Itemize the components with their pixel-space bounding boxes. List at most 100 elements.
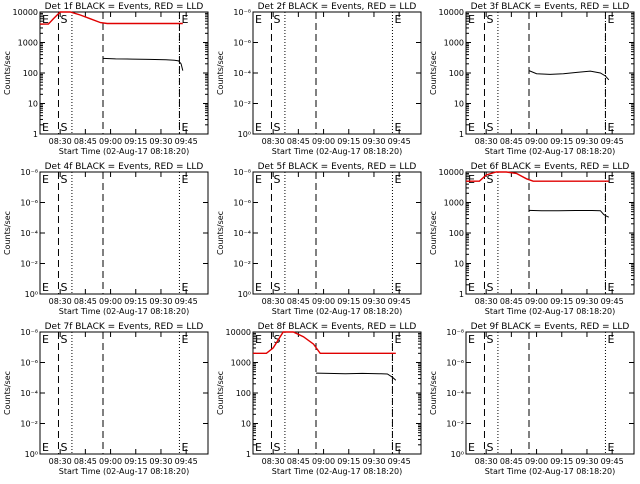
marker-s-bottom: S [486,281,493,294]
plot-title: Det 4f BLACK = Events, RED = LLD [45,162,204,172]
y-tick-label: 10⁻⁸ [233,168,251,177]
plot-det-8f: Det 8f BLACK = Events, RED = LLD 1 10 100 10… [216,322,422,476]
series-line-lld [466,171,609,182]
marker-s-bottom: S [60,441,67,454]
y-tick-label: 10000 [226,328,251,337]
x-tick-label: 09:30 [149,297,172,306]
marker-e-bottom: E [255,441,262,454]
y-tick-label: 10⁰ [25,290,38,299]
marker-s-top: S [60,333,67,346]
y-tick-label: 10⁻⁶ [446,359,464,368]
y-tick-label: 10⁰ [25,450,38,459]
plot-title: Det 2f BLACK = Events, RED = LLD [258,2,417,12]
plot-frame [39,331,209,455]
x-tick-label: 09:15 [337,297,360,306]
plot-title: Det 3f BLACK = Events, RED = LLD [471,2,630,12]
y-tick-label: 10⁰ [451,450,464,459]
x-tick-label: 08:30 [262,137,285,146]
x-tick-label: 09:00 [525,457,548,466]
plot-title: Det 8f BLACK = Events, RED = LLD [258,322,417,332]
marker-e-top: E [255,333,262,346]
y-tick-label: 1000 [18,39,38,48]
marker-s-top: S [273,333,280,346]
marker-e-bottom: E [42,121,49,134]
y-axis-label: Counts/sec [216,371,225,415]
marker-e-top: E [42,173,49,186]
y-tick-label: 10000 [13,8,38,17]
plot-frame [39,171,209,295]
marker-s-top: S [486,173,493,186]
x-tick-label: 09:45 [388,137,411,146]
x-tick-label: 09:15 [124,297,147,306]
y-tick-label: 100 [23,69,38,78]
marker-e-bottom: E [468,121,475,134]
x-tick-label: 09:45 [601,457,624,466]
y-axis-label: Counts/sec [429,211,438,255]
x-tick-label: 09:45 [175,297,198,306]
marker-e-top: E [181,173,188,186]
marker-e-bottom: E [607,121,614,134]
x-axis-label: Start Time (02-Aug-17 08:18:20) [272,307,403,316]
marker-e-top: E [394,333,401,346]
y-tick-label: 10000 [439,168,464,177]
marker-s-bottom: S [60,121,67,134]
plot-frame [252,171,422,295]
series-line-events [528,70,610,81]
plot-frame [465,171,635,295]
series-line-events [315,372,397,381]
plot-title: Det 5f BLACK = Events, RED = LLD [258,162,417,172]
marker-e-bottom: E [181,441,188,454]
marker-e-top: E [607,173,614,186]
y-axis-label: Counts/sec [3,51,12,95]
marker-e-top: E [607,13,614,26]
marker-e-top: E [468,13,475,26]
y-tick-label: 10⁻⁸ [20,168,38,177]
marker-s-bottom: S [486,441,493,454]
y-tick-label: 10⁻⁴ [233,69,251,78]
x-tick-label: 09:45 [175,457,198,466]
x-tick-label: 08:30 [49,457,72,466]
marker-e-top: E [255,173,262,186]
y-tick-label: 1000 [444,199,464,208]
x-tick-label: 08:30 [49,137,72,146]
x-tick-label: 08:45 [287,297,310,306]
marker-e-top: E [181,333,188,346]
x-tick-label: 08:30 [262,457,285,466]
series-line-events [528,209,610,218]
x-tick-label: 09:45 [388,297,411,306]
plot-det-4f: Det 4f BLACK = Events, RED = LLD 10⁰ 10⁻² 1… [3,162,209,316]
x-tick-label: 08:45 [287,137,310,146]
y-tick-label: 10⁻⁴ [446,389,464,398]
y-tick-label: 10⁻⁴ [233,229,251,238]
y-tick-label: 10⁻⁸ [446,328,464,337]
x-tick-label: 09:15 [550,457,573,466]
y-tick-label: 10⁰ [238,290,251,299]
y-axis-label: Counts/sec [3,211,12,255]
marker-e-bottom: E [255,121,262,134]
y-tick-label: 10 [28,100,38,109]
plot-det-9f: Det 9f BLACK = Events, RED = LLD 10⁰ 10⁻² 1… [429,322,635,476]
x-tick-label: 08:30 [475,457,498,466]
plot-frame [252,331,422,455]
x-tick-label: 08:30 [475,137,498,146]
series-line-events [102,57,184,71]
x-tick-label: 08:30 [262,297,285,306]
x-axis-label: Start Time (02-Aug-17 08:18:20) [272,467,403,476]
marker-e-bottom: E [394,121,401,134]
y-tick-label: 10⁻² [233,100,251,109]
y-axis-label: Counts/sec [216,51,225,95]
marker-e-bottom: E [394,281,401,294]
y-tick-label: 1000 [231,359,251,368]
y-axis-label: Counts/sec [3,371,12,415]
x-axis-label: Start Time (02-Aug-17 08:18:20) [272,147,403,156]
x-tick-label: 09:45 [175,137,198,146]
x-tick-label: 08:45 [74,137,97,146]
marker-s-bottom: S [273,121,280,134]
y-tick-label: 1 [33,130,38,139]
plot-det-3f: Det 3f BLACK = Events, RED = LLD 1 10 100 10… [429,2,635,156]
y-tick-label: 100 [236,389,251,398]
y-tick-label: 10⁻² [20,260,38,269]
y-tick-label: 10000 [439,8,464,17]
y-tick-label: 10⁰ [238,130,251,139]
